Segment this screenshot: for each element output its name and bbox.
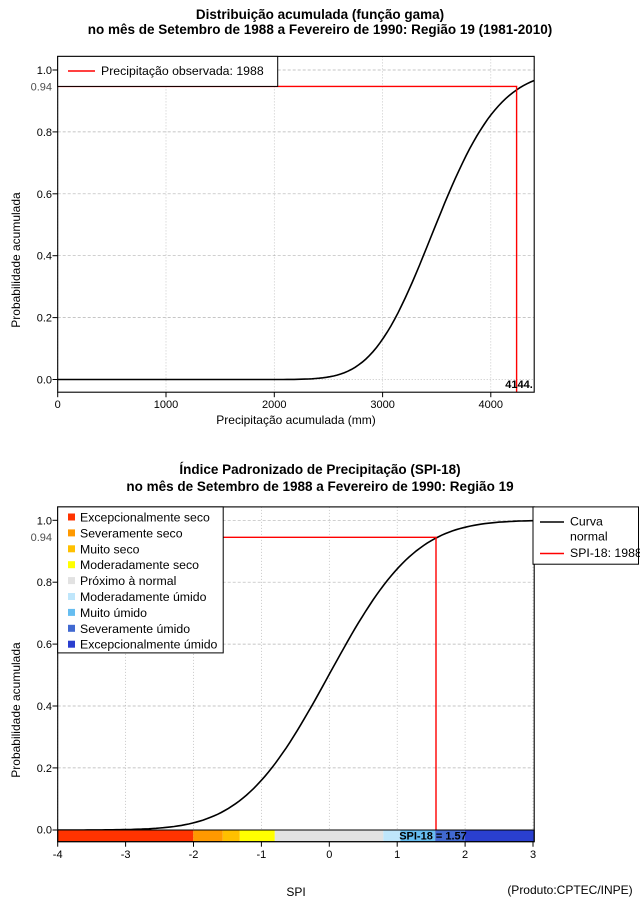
svg-text:0.0: 0.0 [37,375,52,387]
svg-text:(Produto:CPTEC/INPE): (Produto:CPTEC/INPE) [507,883,632,897]
svg-text:1000: 1000 [154,399,178,411]
svg-text:0.94: 0.94 [31,532,52,544]
svg-text:0: 0 [55,399,61,411]
svg-text:Probabilidade acumulada: Probabilidade acumulada [9,642,23,778]
svg-text:Moderadamente úmido: Moderadamente úmido [80,590,207,604]
svg-text:Probabilidade acumulada: Probabilidade acumulada [9,192,23,328]
svg-text:0.8: 0.8 [37,127,52,139]
svg-text:4144.: 4144. [505,379,533,391]
svg-text:SPI-18: 1988: SPI-18: 1988 [570,546,640,560]
svg-text:0.6: 0.6 [37,189,52,201]
svg-text:-1: -1 [257,849,267,861]
svg-text:Índice Padronizado de Precipit: Índice Padronizado de Precipitação (SPI-… [179,462,460,477]
svg-text:Precipitação observada: 1988: Precipitação observada: 1988 [101,64,264,78]
svg-text:0.0: 0.0 [37,825,52,837]
svg-text:Excepcionalmente úmido: Excepcionalmente úmido [80,638,218,652]
svg-text:Muito seco: Muito seco [80,542,140,556]
svg-text:-2: -2 [189,849,199,861]
svg-text:0.8: 0.8 [37,577,52,589]
svg-text:SPI: SPI [286,885,305,899]
svg-text:3000: 3000 [370,399,394,411]
svg-text:4000: 4000 [479,399,503,411]
svg-text:0: 0 [326,849,332,861]
svg-text:SPI-18 = 1.57: SPI-18 = 1.57 [399,831,467,843]
svg-text:-3: -3 [121,849,131,861]
svg-text:normal: normal [570,530,608,544]
svg-text:Severamente seco: Severamente seco [80,526,183,540]
svg-text:3: 3 [530,849,536,861]
svg-text:0.94: 0.94 [31,82,52,94]
svg-text:2: 2 [462,849,468,861]
svg-text:no mês de Setembro de 1988 a F: no mês de Setembro de 1988 a Fevereiro d… [126,479,513,494]
svg-text:Precipitação acumulada (mm): Precipitação acumulada (mm) [216,413,375,427]
svg-text:-4: -4 [53,849,63,861]
svg-text:Curva: Curva [570,515,603,529]
svg-text:Moderadamente seco: Moderadamente seco [80,558,199,572]
svg-text:1.0: 1.0 [37,65,52,77]
svg-text:0.6: 0.6 [37,639,52,651]
svg-text:Distribuição acumulada (função: Distribuição acumulada (função gama) [196,7,444,22]
svg-text:Próximo à normal: Próximo à normal [80,574,176,588]
svg-text:2000: 2000 [262,399,286,411]
svg-text:0.4: 0.4 [37,251,52,263]
svg-text:no mês de Setembro de 1988 a F: no mês de Setembro de 1988 a Fevereiro d… [88,22,552,37]
svg-text:0.2: 0.2 [37,763,52,775]
svg-text:0.4: 0.4 [37,701,52,713]
svg-text:Excepcionalmente seco: Excepcionalmente seco [80,511,210,525]
svg-text:1.0: 1.0 [37,515,52,527]
svg-text:0.2: 0.2 [37,313,52,325]
svg-text:Severamente úmido: Severamente úmido [80,622,190,636]
svg-text:1: 1 [394,849,400,861]
svg-text:Muito úmido: Muito úmido [80,606,147,620]
